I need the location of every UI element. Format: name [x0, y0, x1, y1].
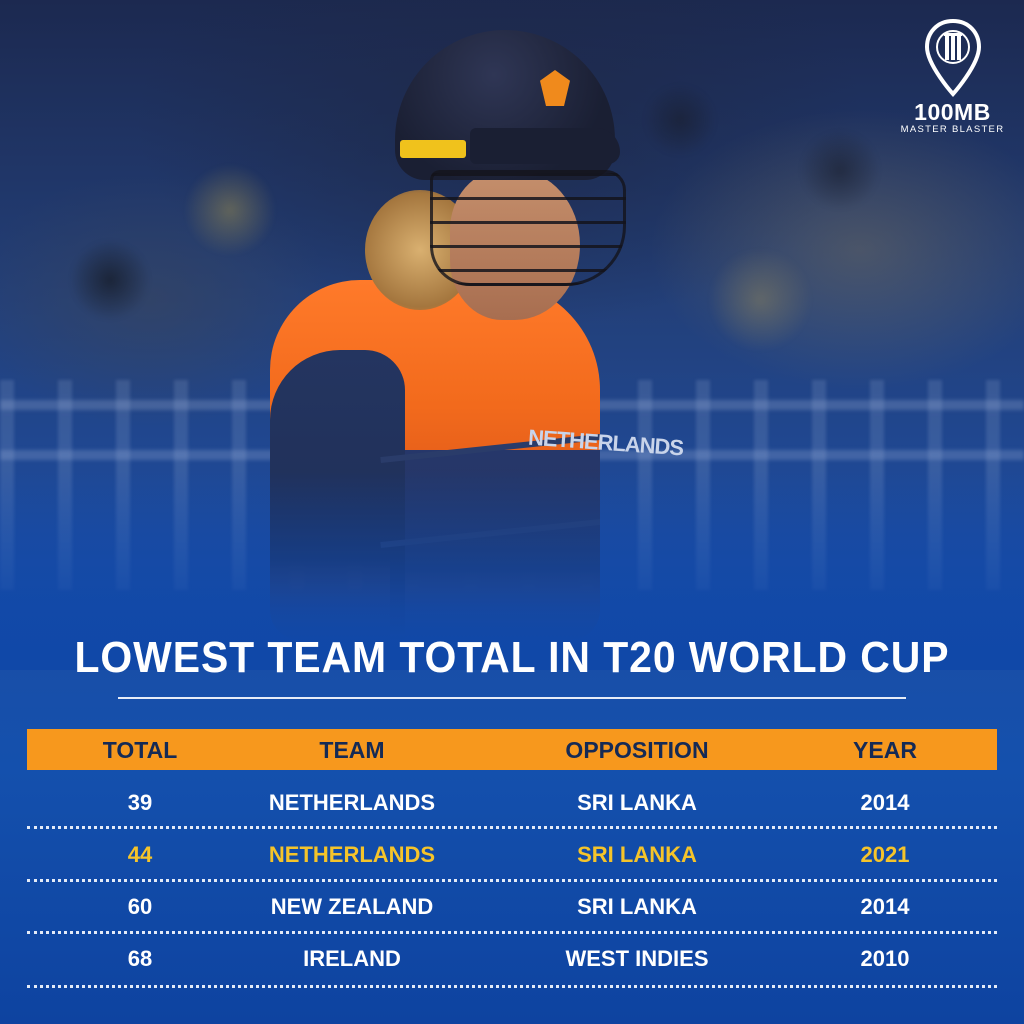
brand-logo: 100MB MASTER BLASTER: [895, 18, 1010, 136]
row-divider: [27, 931, 997, 934]
cell-total: 39: [127, 790, 153, 815]
cell-total: 68: [127, 946, 153, 971]
row-divider: [27, 879, 997, 882]
header-team: TEAM: [319, 737, 385, 763]
cell-team: NETHERLANDS: [268, 790, 436, 815]
cell-year: 2021: [860, 842, 910, 867]
table-header: [27, 729, 997, 770]
page-title: LOWEST TEAM TOTAL IN T20 WORLD CUP: [74, 633, 950, 682]
cell-opposition: SRI LANKA: [577, 894, 697, 919]
cell-opposition: WEST INDIES: [565, 946, 709, 971]
header-opposition: OPPOSITION: [565, 737, 709, 763]
brand-name: 100MB: [914, 99, 991, 125]
header-total: TOTAL: [102, 737, 178, 763]
cell-year: 2010: [860, 946, 910, 971]
cell-team: IRELAND: [303, 946, 401, 971]
brand-tagline: MASTER BLASTER: [900, 124, 1005, 135]
header-year: YEAR: [853, 737, 917, 763]
cell-team: NEW ZEALAND: [270, 894, 434, 919]
row-divider: [27, 985, 997, 988]
cell-total: 44: [127, 842, 153, 867]
title-underline: [118, 697, 906, 699]
helmet-grille: [430, 170, 626, 286]
row-divider: [27, 826, 997, 829]
cell-team: NETHERLANDS: [268, 842, 436, 867]
cell-total: 60: [127, 894, 153, 919]
cell-year: 2014: [860, 894, 910, 919]
cell-year: 2014: [860, 790, 910, 815]
cell-opposition: SRI LANKA: [577, 790, 697, 815]
map-pin-cricket-icon: [924, 18, 981, 97]
cell-opposition: SRI LANKA: [577, 842, 697, 867]
